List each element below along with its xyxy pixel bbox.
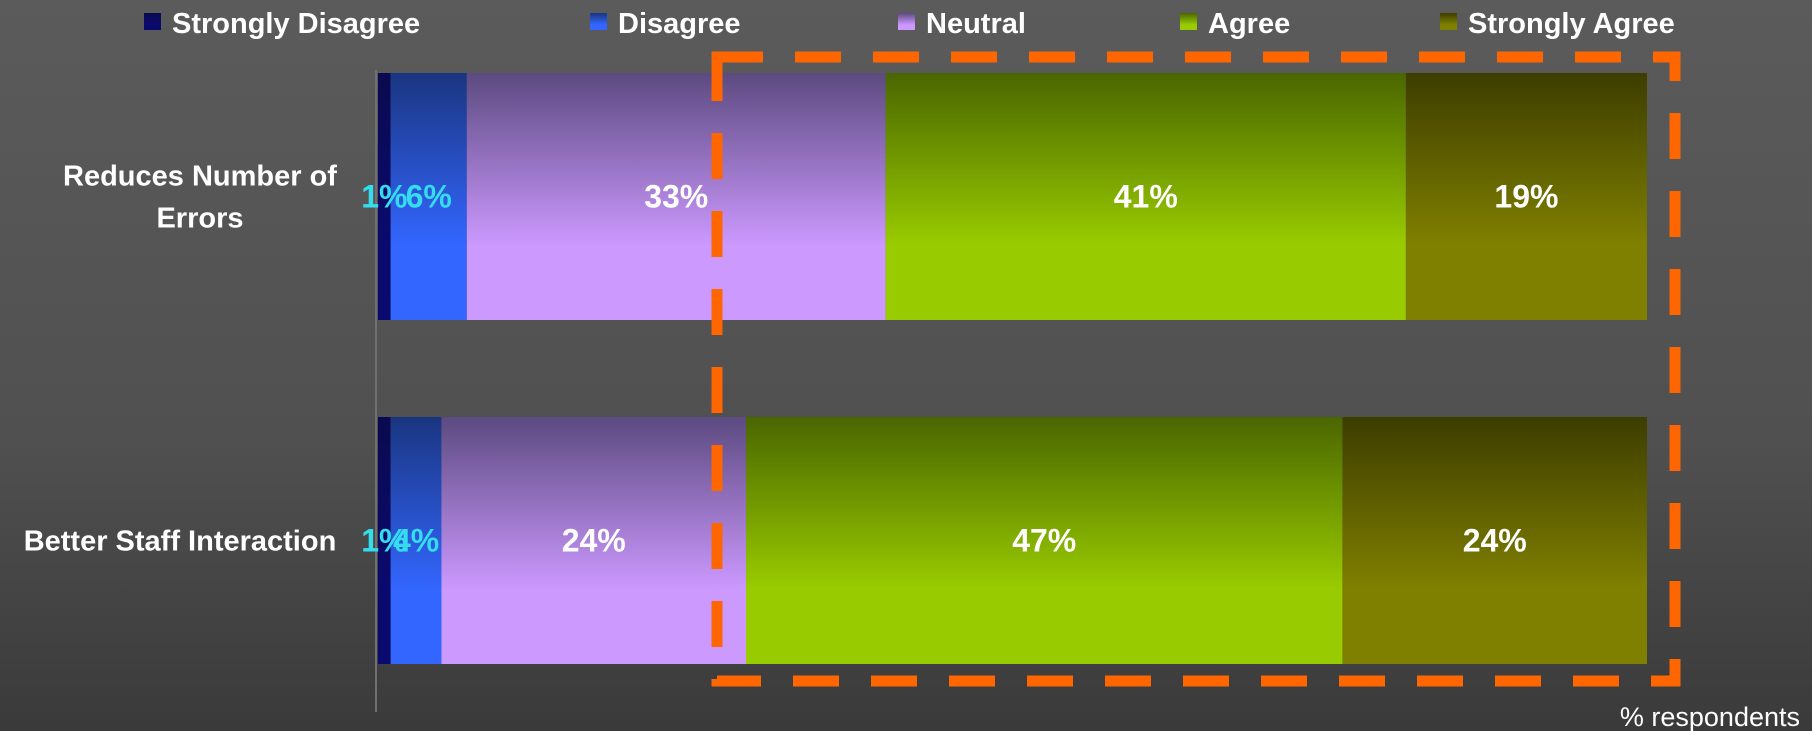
data-label-better-staff-interaction-agree: 47%: [1012, 523, 1076, 559]
data-labels: 1%6% 33% 41% 19%1%4% 24% 47% 24%: [361, 179, 1558, 559]
legend-swatch-strongly-disagree: [144, 13, 161, 30]
data-label-better-staff-interaction-disagree: 4%: [393, 523, 439, 559]
category-label-reduces-number-of-errors: Reduces Number of Errors: [63, 161, 337, 235]
bar-reduces-number-of-errors-strongly-agree: [1405, 73, 1647, 320]
bar-reduces-number-of-errors-disagree: [390, 73, 467, 320]
bar-better-staff-interaction-strongly-agree: [1342, 417, 1647, 664]
legend-swatch-agree: [1180, 13, 1197, 30]
legend-label-agree: Agree: [1208, 8, 1290, 40]
highlight-box: [711, 51, 1681, 687]
data-label-reduces-number-of-errors-agree: 41%: [1114, 179, 1178, 215]
bar-better-staff-interaction-agree: [746, 417, 1343, 664]
data-label-better-staff-interaction-neutral: 24%: [562, 523, 626, 559]
legend-swatch-strongly-agree: [1440, 13, 1457, 30]
data-label-reduces-number-of-errors-disagree: 6%: [406, 179, 452, 215]
bar-better-staff-interaction-strongly-disagree: [378, 417, 391, 664]
x-axis-title: % respondents: [1620, 702, 1800, 731]
legend-label-strongly-disagree: Strongly Disagree: [172, 8, 420, 40]
legend: Strongly Disagree Disagree Neutral Agree Str…: [144, 8, 1675, 40]
bar-reduces-number-of-errors-strongly-disagree: [378, 73, 391, 320]
bar-better-staff-interaction-neutral: [441, 417, 747, 664]
data-label-better-staff-interaction-strongly-agree: 24%: [1463, 523, 1527, 559]
legend-label-neutral: Neutral: [926, 8, 1026, 40]
legend-swatch-neutral: [898, 13, 915, 30]
data-label-reduces-number-of-errors-strongly-agree: 19%: [1494, 179, 1558, 215]
legend-swatch-disagree: [590, 13, 607, 30]
legend-label-strongly-agree: Strongly Agree: [1468, 8, 1675, 40]
category-label-better-staff-interaction: Better Staff Interaction: [24, 526, 337, 558]
data-label-reduces-number-of-errors-neutral: 33%: [644, 179, 708, 215]
bar-better-staff-interaction-disagree: [390, 417, 442, 664]
category-labels: Reduces Number of Errors Better Staff Inte…: [24, 161, 338, 558]
bar-reduces-number-of-errors-agree: [885, 73, 1406, 320]
legend-label-disagree: Disagree: [618, 8, 741, 40]
data-label-better-staff-interaction-strongly-disagree: 1%: [361, 523, 407, 559]
data-label-reduces-number-of-errors-strongly-disagree: 1%: [361, 179, 407, 215]
bar-groups: [378, 73, 1647, 664]
bar-reduces-number-of-errors-neutral: [466, 73, 886, 320]
